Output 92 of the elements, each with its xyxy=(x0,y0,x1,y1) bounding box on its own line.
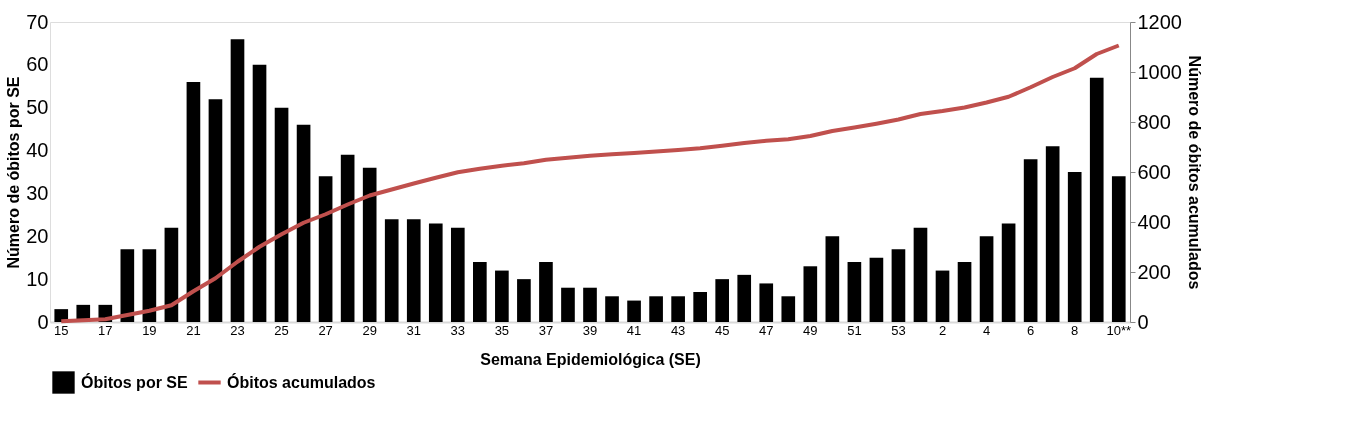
y2-tick-label: 400 xyxy=(1137,210,1171,233)
x-tick-label: 43 xyxy=(670,322,686,338)
x-tick-label: 17 xyxy=(98,322,113,338)
bar xyxy=(979,236,994,322)
x-tick-label: 6 xyxy=(1027,322,1035,338)
bar xyxy=(627,300,641,322)
y-tick-label: 50 xyxy=(26,96,49,119)
bar xyxy=(935,270,950,322)
bar xyxy=(715,279,730,322)
bar xyxy=(208,99,223,322)
x-tick-label: 35 xyxy=(494,322,510,338)
bar xyxy=(737,274,752,322)
y2-tick-label: 800 xyxy=(1137,110,1171,133)
bar xyxy=(296,124,311,322)
x-tick-label: 4 xyxy=(982,322,991,338)
legend-label: Óbitos por SE xyxy=(81,372,188,391)
bar xyxy=(384,219,399,322)
bar xyxy=(913,227,928,322)
x-tick-label: 2 xyxy=(938,322,947,338)
bar xyxy=(561,287,575,322)
y2-tick-label: 1200 xyxy=(1137,10,1182,33)
line-series xyxy=(59,43,1121,324)
bar xyxy=(781,296,796,322)
bar xyxy=(1067,172,1082,322)
x-tick-label: 8 xyxy=(1071,322,1079,338)
x-tick-label: 21 xyxy=(186,322,201,338)
x-tick-label: 37 xyxy=(538,322,554,338)
bar xyxy=(957,262,972,322)
y-tick-label: 20 xyxy=(26,224,49,247)
y-tick-label: 0 xyxy=(37,310,49,333)
x-tick-label: 41 xyxy=(626,322,642,338)
x-tick-label: 19 xyxy=(142,322,157,338)
y2-tick-label: 600 xyxy=(1137,160,1171,183)
x-tick-label: 23 xyxy=(230,322,245,338)
y2-tick-label: 0 xyxy=(1137,310,1149,333)
bar xyxy=(759,283,774,322)
bar xyxy=(120,249,135,322)
bar xyxy=(1045,146,1060,322)
x-tick-label: 49 xyxy=(803,322,818,338)
y-axis-title: Número de óbitos por SE xyxy=(5,76,23,269)
bar xyxy=(891,249,906,322)
bar xyxy=(649,296,663,322)
bar xyxy=(803,266,818,322)
bar xyxy=(1089,77,1104,322)
x-tick-label: 29 xyxy=(362,322,377,338)
bar xyxy=(406,219,421,322)
y-tick-label: 30 xyxy=(26,181,49,204)
bar xyxy=(583,287,597,322)
bar xyxy=(318,176,333,322)
bar xyxy=(230,39,245,322)
x-tick-label: 51 xyxy=(847,322,862,338)
y-tick-label: 60 xyxy=(26,53,49,76)
x-tick-label: 47 xyxy=(759,322,774,338)
y2-axis-title: Número de óbitos acumulados xyxy=(1185,55,1203,290)
x-tick-label: 10** xyxy=(1106,322,1132,338)
x-tick-label: 45 xyxy=(714,322,730,338)
bar xyxy=(186,82,201,322)
y-tick-label: 70 xyxy=(26,10,49,33)
bar xyxy=(517,279,531,322)
x-tick-label: 31 xyxy=(406,322,421,338)
bar xyxy=(671,296,685,322)
bar xyxy=(450,227,465,322)
x-tick-label: 25 xyxy=(274,322,289,338)
bar xyxy=(142,249,157,322)
y2-tick-label: 1000 xyxy=(1137,60,1182,83)
bar xyxy=(428,223,443,322)
bar xyxy=(1023,159,1038,322)
bar xyxy=(340,154,355,322)
bar xyxy=(539,262,553,322)
bar xyxy=(825,236,840,322)
bar xyxy=(693,292,707,322)
x-axis-title: Semana Epidemiológica (SE) xyxy=(480,350,701,368)
x-tick-label: 39 xyxy=(582,322,598,338)
bar xyxy=(362,167,377,322)
bar xyxy=(274,107,289,322)
y-tick-label: 40 xyxy=(26,139,49,162)
y2-tick-label: 200 xyxy=(1137,260,1171,283)
bar xyxy=(1111,176,1126,322)
x-tick-label: 53 xyxy=(891,322,906,338)
bar xyxy=(1001,223,1016,322)
x-tick-label: 15 xyxy=(54,322,69,338)
bar xyxy=(473,262,487,322)
bar xyxy=(495,270,509,322)
bar xyxy=(164,227,179,322)
bar xyxy=(847,262,862,322)
bar xyxy=(252,64,267,322)
y-tick-label: 10 xyxy=(26,267,49,290)
bar xyxy=(869,257,884,322)
bar xyxy=(605,296,619,322)
x-tick-label: 33 xyxy=(450,322,466,338)
legend-label: Óbitos acumulados xyxy=(227,372,376,391)
x-tick-label: 27 xyxy=(318,322,333,338)
